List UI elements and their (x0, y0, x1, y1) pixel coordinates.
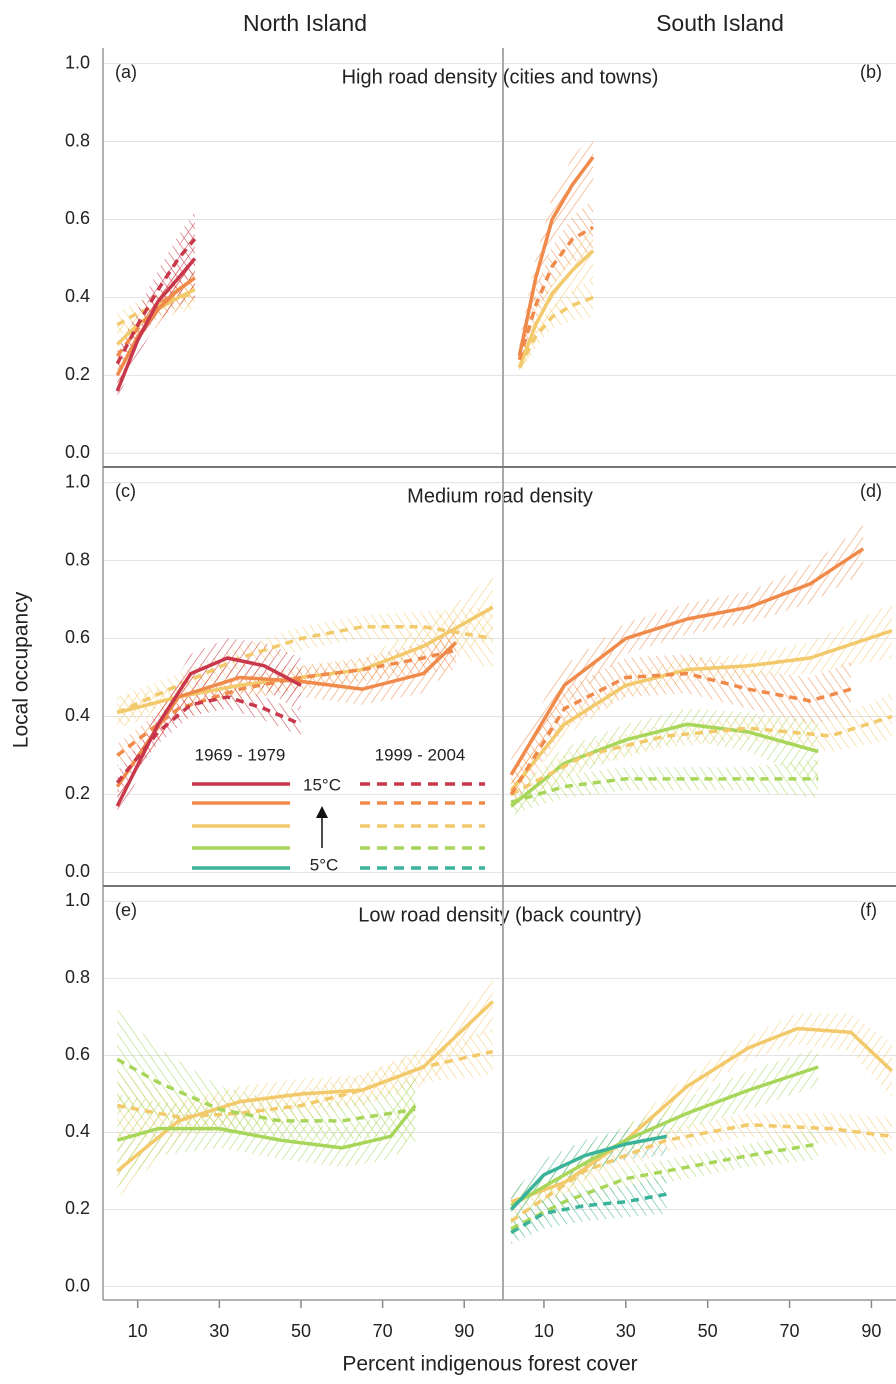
trend-line (517, 225, 594, 361)
trend-line (509, 671, 852, 796)
trend-line (510, 1065, 819, 1208)
trend-line (115, 695, 302, 784)
trend-line (517, 295, 594, 369)
y-tick-label: 0.4 (65, 705, 90, 725)
x-tick-label: 90 (454, 1321, 474, 1341)
x-tick-label: 90 (861, 1321, 881, 1341)
column-title: South Island (656, 10, 784, 36)
panel-title: Low road density (back country) (358, 904, 641, 926)
confidence-band (117, 1070, 416, 1187)
confidence-band (519, 200, 594, 372)
panel-label: (f) (860, 900, 877, 920)
column-title: North Island (243, 10, 367, 36)
confidence-band (519, 133, 594, 372)
x-tick-label: 70 (373, 1321, 393, 1341)
y-tick-label: 0.0 (65, 861, 90, 881)
confidence-band (511, 693, 892, 807)
confidence-band (519, 223, 594, 380)
legend-arrowhead (316, 806, 328, 818)
confidence-band (519, 277, 594, 376)
confidence-band (117, 685, 301, 795)
trend-line (510, 714, 893, 796)
x-tick-label: 30 (209, 1321, 229, 1341)
y-tick-label: 0.2 (65, 783, 90, 803)
y-tick-label: 0.6 (65, 1044, 90, 1064)
confidence-band (511, 759, 819, 814)
y-tick-label: 0.8 (65, 549, 90, 569)
confidence-band (511, 1174, 667, 1245)
y-tick-label: 1.0 (65, 471, 90, 491)
legend-period: 1969 - 1979 (195, 745, 286, 764)
legend-low: 5°C (310, 855, 339, 874)
confidence-band (511, 603, 892, 803)
panel-label: (b) (860, 62, 882, 82)
y-tick-label: 0.0 (65, 442, 90, 462)
y-tick-label: 0.2 (65, 1198, 90, 1218)
trend-line (116, 648, 457, 757)
trend-line (116, 1049, 494, 1119)
x-tick-label: 50 (291, 1321, 311, 1341)
panel-title: High road density (cities and towns) (342, 66, 659, 88)
x-tick-label: 30 (616, 1321, 636, 1341)
y-tick-label: 0.2 (65, 364, 90, 384)
x-tick-label: 10 (128, 1321, 148, 1341)
trend-line (115, 656, 302, 807)
confidence-band (117, 607, 493, 729)
panel-label: (e) (115, 900, 137, 920)
panel-title: Medium road density (407, 485, 593, 507)
legend-period: 1999 - 2004 (375, 745, 466, 764)
trend-line (510, 1142, 819, 1231)
panel-plot (115, 211, 197, 399)
trend-line (115, 276, 196, 377)
trend-line (116, 1057, 416, 1123)
trend-line (116, 291, 196, 327)
y-tick-label: 0.8 (65, 130, 90, 150)
confidence-band (117, 978, 493, 1198)
panel-plot (116, 978, 494, 1198)
trend-line (510, 1123, 893, 1223)
trend-line (509, 629, 893, 792)
x-tick-label: 10 (534, 1321, 554, 1341)
trend-line (116, 1104, 417, 1150)
trend-line (116, 625, 494, 715)
confidence-band (511, 525, 864, 795)
trend-line (509, 1134, 668, 1211)
y-tick-label: 0.4 (65, 286, 90, 306)
panel-label: (a) (115, 62, 137, 82)
y-tick-label: 0.4 (65, 1121, 90, 1141)
trend-line (115, 641, 458, 788)
y-tick-label: 1.0 (65, 52, 90, 72)
trend-line (115, 237, 197, 365)
y-tick-label: 0.8 (65, 967, 90, 987)
trend-line (517, 249, 595, 369)
panel-label: (d) (860, 481, 882, 501)
legend-high: 15°C (303, 775, 341, 794)
panel-plot (517, 133, 595, 380)
panel-plot (509, 1013, 894, 1245)
y-axis-label: Local occupancy (10, 591, 33, 748)
x-axis-label: Percent indigenous forest cover (342, 1353, 637, 1376)
y-tick-label: 1.0 (65, 890, 90, 910)
y-tick-label: 0.6 (65, 627, 90, 647)
trend-line (510, 722, 819, 808)
y-tick-label: 0.0 (65, 1275, 90, 1295)
trend-line (510, 1026, 894, 1204)
panel-label: (c) (115, 481, 136, 501)
x-tick-label: 50 (698, 1321, 718, 1341)
trend-line (509, 547, 865, 776)
x-tick-label: 70 (780, 1321, 800, 1341)
panel-plot (115, 576, 494, 818)
trend-line (510, 777, 819, 804)
y-tick-label: 0.6 (65, 208, 90, 228)
panel-plot (509, 525, 893, 818)
trend-line (115, 257, 197, 392)
trend-line (517, 156, 595, 357)
